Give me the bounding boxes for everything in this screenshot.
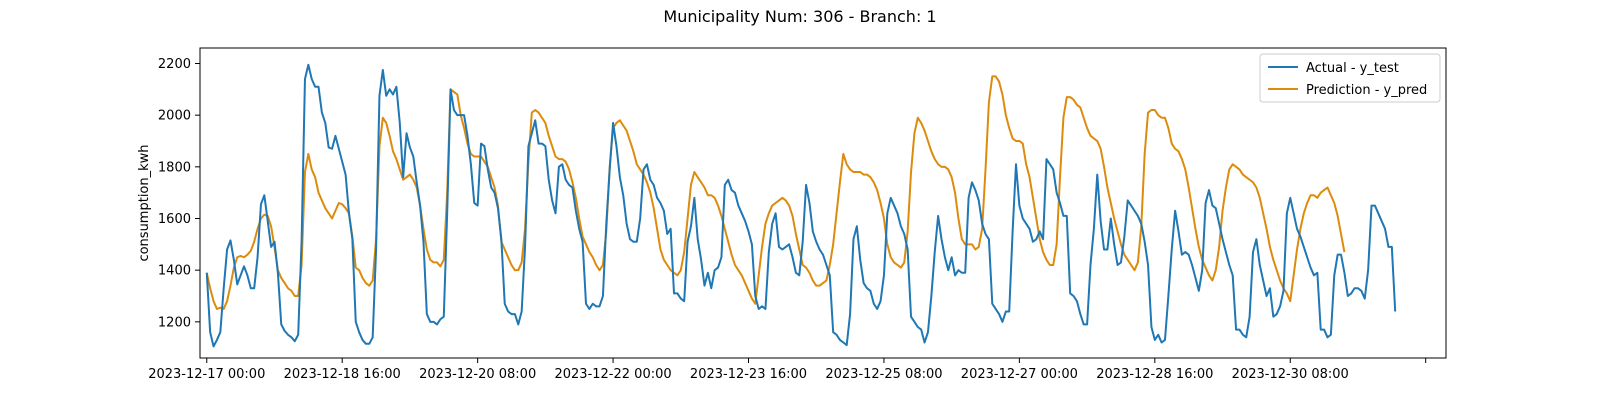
x-tick-label: 2023-12-28 16:00 — [1096, 367, 1213, 382]
y-tick-label: 2200 — [158, 57, 191, 72]
legend-box — [1259, 53, 1441, 103]
x-tick-label: 2023-12-22 00:00 — [554, 367, 671, 382]
y-tick-label: 1400 — [158, 264, 191, 279]
x-tick-label: 2023-12-17 00:00 — [148, 367, 265, 382]
chart-title: Municipality Num: 306 - Branch: 1 — [663, 7, 936, 26]
series-group — [205, 63, 1397, 348]
x-tick-label: 2023-12-23 16:00 — [690, 367, 807, 382]
x-tick-label: 2023-12-20 08:00 — [419, 367, 536, 382]
plot-area-frame — [199, 47, 1447, 359]
legend-label-actual: Actual - y_test — [1306, 61, 1399, 76]
x-tick-label: 2023-12-25 08:00 — [825, 367, 942, 382]
y-tick-label: 1800 — [158, 160, 191, 175]
y-axis-label: consumption_kwh — [137, 144, 152, 261]
legend: Actual - y_test Prediction - y_pred — [1259, 53, 1441, 103]
series-line-prediction — [205, 75, 1346, 310]
x-tick-label: 2023-12-30 08:00 — [1232, 367, 1349, 382]
legend-label-prediction: Prediction - y_pred — [1306, 83, 1427, 98]
x-tick-label: 2023-12-18 16:00 — [284, 367, 401, 382]
series-line-actual — [205, 63, 1397, 348]
y-axis: 1200 1400 1600 1800 2000 2200 — [158, 57, 200, 330]
y-tick-label: 1200 — [158, 315, 191, 330]
x-tick-label: 2023-12-27 00:00 — [961, 367, 1078, 382]
y-tick-label: 2000 — [158, 109, 191, 124]
x-axis: 2023-12-17 00:00 2023-12-18 16:00 2023-12-… — [148, 358, 1427, 382]
y-tick-label: 1600 — [158, 212, 191, 227]
